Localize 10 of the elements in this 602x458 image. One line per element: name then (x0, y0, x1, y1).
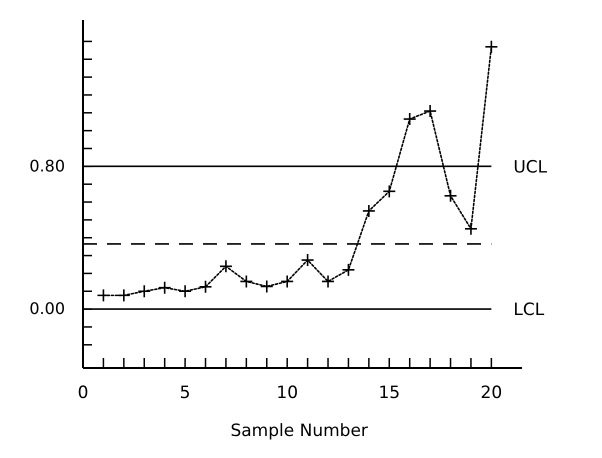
ref-line-label: UCL (513, 157, 548, 178)
x-tick-label: 5 (180, 383, 191, 404)
x-axis-title: Sample Number (230, 421, 368, 441)
x-tick-label: 15 (378, 383, 400, 404)
x-tick-label: 20 (480, 383, 502, 404)
ref-line-label: LCL (513, 300, 545, 320)
y-tick-label: 0.00 (29, 299, 65, 318)
x-tick-label: 0 (78, 383, 88, 404)
y-tick-label: 0.80 (29, 156, 65, 176)
x-tick-label: 10 (276, 383, 298, 404)
